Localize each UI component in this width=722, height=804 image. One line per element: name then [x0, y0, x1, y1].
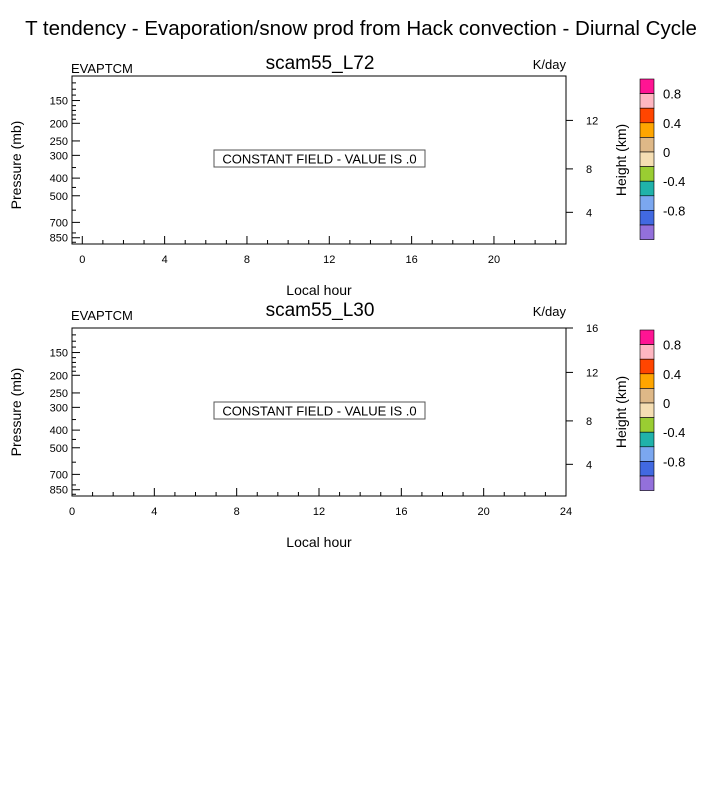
x-axis-ticks: 0 4 8 12 16 20 24 [69, 488, 572, 518]
colorbar-swatch [639, 388, 655, 404]
y-tick-label: 300 [50, 150, 68, 162]
plot-area [71, 75, 567, 245]
panel-title: scam55_L72 [266, 53, 375, 74]
units-label: K/day [533, 304, 567, 319]
x-tick-label: 8 [244, 254, 250, 266]
variable-label: EVAPTCM [71, 61, 133, 76]
constant-field-label: CONSTANT FIELD - VALUE IS .0 [222, 152, 416, 167]
x-tick-label: 20 [488, 254, 500, 266]
colorbar-label: 0 [663, 396, 670, 411]
y-tick-label: 250 [50, 136, 68, 148]
x-tick-label: 0 [69, 506, 75, 518]
colorbar-swatch [639, 475, 655, 491]
y-tick-label: 150 [50, 348, 68, 360]
colorbar-label: -0.4 [663, 174, 685, 189]
y-tick-label: 400 [50, 173, 68, 185]
colorbar-swatch [639, 195, 655, 211]
panel-l30: scam55_L30 EVAPTCM K/day 0 4 8 12 16 20 24 150… [8, 300, 629, 550]
height-axis-ticks: 16 12 8 4 [566, 323, 598, 471]
x-tick-label: 24 [560, 506, 572, 518]
x-tick-label: 0 [79, 254, 85, 266]
y-tick-label: 700 [50, 217, 68, 229]
main-title: T tendency - Evaporation/snow prod from … [25, 17, 697, 40]
y-axis-title: Pressure (mb) [8, 121, 24, 210]
colorbar-swatch [639, 107, 655, 124]
constant-field-box [213, 149, 426, 168]
x-tick-label: 16 [395, 506, 407, 518]
colorbar-swatch [639, 373, 655, 389]
colorbar-label: -0.4 [663, 425, 685, 440]
colorbar-label: -0.8 [663, 454, 685, 469]
colorbar-swatch [639, 180, 655, 197]
height-axis-ticks: 12 8 4 [566, 115, 598, 219]
y-tick-label: 850 [50, 485, 68, 497]
panel-l72: scam55_L72 EVAPTCM K/day 0 4 8 12 16 20 150 20… [8, 53, 629, 298]
colorbar-swatch [639, 137, 655, 153]
colorbar-swatch [639, 210, 655, 226]
colorbar-l72: 0.8 0.4 0 -0.4 -0.8 [639, 78, 685, 240]
y-tick-label: 250 [50, 388, 68, 400]
y-tick-label: 500 [50, 191, 68, 203]
panel-title: scam55_L30 [266, 300, 375, 321]
constant-field-label: CONSTANT FIELD - VALUE IS .0 [222, 404, 416, 419]
colorbar-swatch [639, 329, 655, 345]
y-tick-label: 150 [50, 96, 68, 108]
colorbar-label: 0.8 [663, 87, 681, 102]
height-tick-label: 4 [586, 207, 592, 219]
colorbar-swatch [639, 402, 655, 418]
colorbar-label: -0.8 [663, 203, 685, 218]
y-axis-title: Pressure (mb) [8, 368, 24, 457]
colorbar-swatch [639, 78, 655, 94]
x-tick-label: 20 [478, 506, 490, 518]
height-tick-label: 12 [586, 115, 598, 127]
units-label: K/day [533, 57, 567, 72]
y-tick-label: 400 [50, 425, 68, 437]
colorbar-label: 0 [663, 145, 670, 160]
colorbar-swatch [639, 446, 655, 462]
colorbar-swatch [639, 358, 655, 375]
colorbar-label: 0.4 [663, 116, 681, 131]
x-axis-title: Local hour [286, 282, 352, 298]
colorbar-swatch [639, 224, 655, 240]
x-tick-label: 4 [151, 506, 157, 518]
colorbar-swatch [639, 431, 655, 448]
colorbar-swatch [639, 93, 655, 109]
x-tick-label: 12 [313, 506, 325, 518]
height-tick-label: 12 [586, 367, 598, 379]
y-tick-label: 500 [50, 443, 68, 455]
variable-label: EVAPTCM [71, 308, 133, 323]
y-tick-label: 200 [50, 118, 68, 130]
height-axis-title: Height (km) [613, 376, 629, 448]
y-axis-ticks: 150 200 250 300 400 500 700 850 [50, 75, 80, 245]
x-axis-title: Local hour [286, 534, 352, 550]
y-tick-label: 300 [50, 402, 68, 414]
height-axis-title: Height (km) [613, 124, 629, 196]
height-tick-label: 8 [586, 164, 592, 176]
colorbar-swatch [639, 151, 655, 167]
x-tick-label: 12 [323, 254, 335, 266]
height-tick-label: 4 [586, 459, 592, 471]
x-tick-label: 4 [162, 254, 168, 266]
colorbar-label: 0.8 [663, 338, 681, 353]
colorbar-swatch [639, 166, 655, 182]
y-axis-ticks: 150 200 250 300 400 500 700 850 [50, 327, 80, 497]
colorbar-swatch [639, 344, 655, 360]
constant-field-box [213, 401, 426, 420]
y-tick-label: 850 [50, 233, 68, 245]
colorbar-swatch [639, 122, 655, 138]
x-tick-label: 8 [234, 506, 240, 518]
colorbar-swatch [639, 417, 655, 433]
height-tick-label: 8 [586, 416, 592, 428]
height-tick-label: 16 [586, 323, 598, 335]
y-tick-label: 200 [50, 370, 68, 382]
colorbar-swatch [639, 461, 655, 477]
x-tick-label: 16 [406, 254, 418, 266]
y-tick-label: 700 [50, 469, 68, 481]
colorbar-label: 0.4 [663, 367, 681, 382]
x-axis-ticks: 0 4 8 12 16 20 [79, 236, 557, 266]
colorbar-l30: 0.8 0.4 0 -0.4 -0.8 [639, 329, 685, 491]
